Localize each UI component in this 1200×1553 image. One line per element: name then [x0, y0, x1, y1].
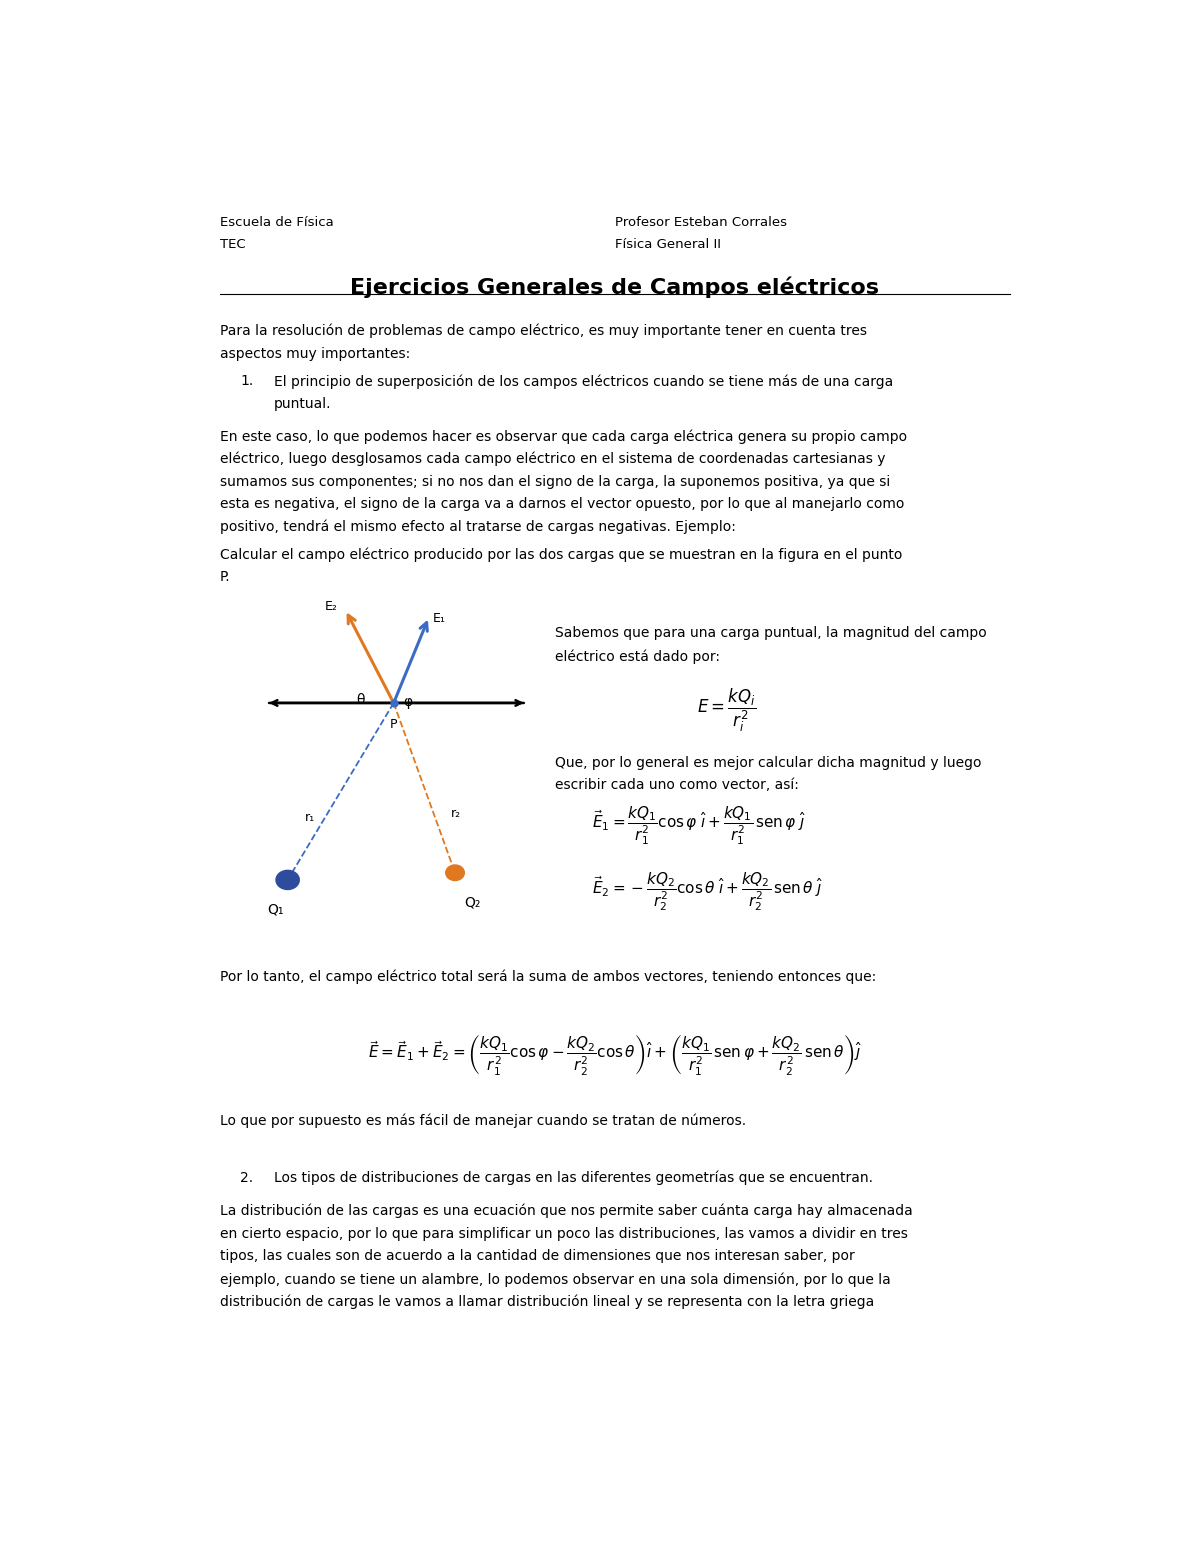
Text: $\vec{E} = \vec{E}_1 + \vec{E}_2 = \left(\dfrac{kQ_1}{r_1^2}\cos\varphi - \dfrac: $\vec{E} = \vec{E}_1 + \vec{E}_2 = \left…: [368, 1031, 862, 1076]
Text: puntual.: puntual.: [274, 398, 331, 412]
Ellipse shape: [276, 870, 299, 890]
Text: distribución de cargas le vamos a llamar distribución lineal y se representa con: distribución de cargas le vamos a llamar…: [220, 1295, 874, 1309]
Text: La distribución de las cargas es una ecuación que nos permite saber cuánta carga: La distribución de las cargas es una ecu…: [220, 1204, 912, 1219]
Text: r₁: r₁: [305, 811, 314, 823]
Text: Sabemos que para una carga puntual, la magnitud del campo: Sabemos que para una carga puntual, la m…: [554, 626, 986, 640]
Text: Física General II: Física General II: [616, 238, 721, 250]
Text: Para la resolución de problemas de campo eléctrico, es muy importante tener en c: Para la resolución de problemas de campo…: [220, 325, 866, 339]
Text: P: P: [390, 719, 397, 731]
Text: sumamos sus componentes; si no nos dan el signo de la carga, la suponemos positi: sumamos sus componentes; si no nos dan e…: [220, 475, 890, 489]
Text: $\vec{E}_2 = -\dfrac{kQ_2}{r_2^2}\cos\theta\;\hat{\imath} + \dfrac{kQ_2}{r_2^2}\: $\vec{E}_2 = -\dfrac{kQ_2}{r_2^2}\cos\th…: [592, 870, 823, 913]
Text: en cierto espacio, por lo que para simplificar un poco las distribuciones, las v: en cierto espacio, por lo que para simpl…: [220, 1227, 907, 1241]
Text: positivo, tendrá el mismo efecto al tratarse de cargas negativas. Ejemplo:: positivo, tendrá el mismo efecto al trat…: [220, 520, 736, 534]
Text: Q₁: Q₁: [268, 902, 283, 916]
Text: θ: θ: [356, 693, 365, 707]
Text: Escuela de Física: Escuela de Física: [220, 216, 334, 230]
Text: aspectos muy importantes:: aspectos muy importantes:: [220, 346, 410, 360]
Text: TEC: TEC: [220, 238, 245, 250]
Text: eléctrico, luego desglosamos cada campo eléctrico en el sistema de coordenadas c: eléctrico, luego desglosamos cada campo …: [220, 452, 886, 466]
Text: E₁: E₁: [433, 612, 445, 624]
Text: P.: P.: [220, 570, 230, 584]
Text: $\vec{E}_1 = \dfrac{kQ_1}{r_1^2}\cos\varphi\;\hat{\imath} + \dfrac{kQ_1}{r_1^2}\: $\vec{E}_1 = \dfrac{kQ_1}{r_1^2}\cos\var…: [592, 804, 805, 848]
Text: ejemplo, cuando se tiene un alambre, lo podemos observar en una sola dimensión, : ejemplo, cuando se tiene un alambre, lo …: [220, 1272, 890, 1286]
Text: esta es negativa, el signo de la carga va a darnos el vector opuesto, por lo que: esta es negativa, el signo de la carga v…: [220, 497, 904, 511]
Ellipse shape: [445, 865, 464, 881]
Text: Calcular el campo eléctrico producido por las dos cargas que se muestran en la f: Calcular el campo eléctrico producido po…: [220, 548, 902, 562]
Text: Profesor Esteban Corrales: Profesor Esteban Corrales: [616, 216, 787, 230]
Text: r₂: r₂: [450, 808, 461, 820]
Text: φ: φ: [403, 694, 412, 708]
Text: 2.: 2.: [240, 1171, 253, 1185]
Text: En este caso, lo que podemos hacer es observar que cada carga eléctrica genera s: En este caso, lo que podemos hacer es ob…: [220, 429, 907, 444]
Text: tipos, las cuales son de acuerdo a la cantidad de dimensiones que nos interesan : tipos, las cuales son de acuerdo a la ca…: [220, 1250, 854, 1264]
Text: eléctrico está dado por:: eléctrico está dado por:: [554, 649, 720, 663]
Text: Por lo tanto, el campo eléctrico total será la suma de ambos vectores, teniendo : Por lo tanto, el campo eléctrico total s…: [220, 969, 876, 985]
Text: Q₂: Q₂: [464, 896, 481, 910]
Text: $E = \dfrac{kQ_i}{r_i^2}$: $E = \dfrac{kQ_i}{r_i^2}$: [697, 686, 756, 733]
Text: Que, por lo general es mejor calcular dicha magnitud y luego: Que, por lo general es mejor calcular di…: [554, 756, 982, 770]
Text: escribir cada uno como vector, así:: escribir cada uno como vector, así:: [554, 778, 798, 792]
Text: Los tipos de distribuciones de cargas en las diferentes geometrías que se encuen: Los tipos de distribuciones de cargas en…: [274, 1171, 872, 1185]
Text: Ejercicios Generales de Campos eléctricos: Ejercicios Generales de Campos eléctrico…: [350, 276, 880, 298]
Text: Lo que por supuesto es más fácil de manejar cuando se tratan de números.: Lo que por supuesto es más fácil de mane…: [220, 1114, 746, 1127]
Text: E₂: E₂: [325, 599, 337, 613]
Text: El principio de superposición de los campos eléctricos cuando se tiene más de un: El principio de superposición de los cam…: [274, 374, 893, 388]
Text: 1.: 1.: [240, 374, 253, 388]
